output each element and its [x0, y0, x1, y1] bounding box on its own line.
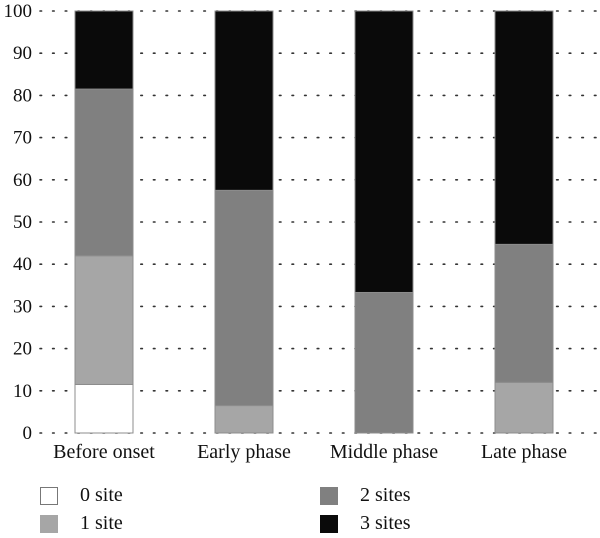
x-tick-label-2: Middle phase [330, 441, 438, 463]
bar-segment-0-2 [74, 88, 134, 257]
bar-segment-0-0 [74, 383, 134, 434]
y-tick-label-80: 80 [13, 85, 32, 106]
y-tick-label-60: 60 [13, 170, 32, 191]
bar-segment-3-2 [494, 243, 554, 383]
bar-segment-1-1 [214, 405, 274, 434]
legend-label-0-site: 0 site [80, 484, 123, 506]
legend-label-1-site: 1 site [80, 512, 123, 534]
y-tick-label-30: 30 [13, 296, 32, 317]
y-tick-label-0: 0 [23, 423, 33, 444]
stacked-bar-chart: 0 10 20 30 40 50 60 70 80 90 100 Before onset Early… [4, 1, 600, 463]
bar-segment-2-2 [354, 291, 414, 434]
legend-swatch-3-sites [320, 514, 338, 533]
bar-segment-2-3 [354, 10, 414, 293]
y-axis: 0 10 20 30 40 50 60 70 80 90 100 [4, 1, 33, 444]
legend-item-2-sites: 2 sites [320, 484, 411, 507]
x-tick-label-3: Late phase [481, 441, 567, 463]
bar-segment-3-1 [494, 381, 554, 434]
legend-item-0-site: 0 site [40, 484, 123, 507]
legend-item-3-sites: 3 sites [320, 512, 411, 535]
y-tick-label-20: 20 [13, 339, 32, 360]
legend-swatch-2-sites [320, 486, 338, 505]
x-tick-label-1: Early phase [197, 441, 291, 463]
bar-segment-1-2 [214, 189, 274, 407]
legend-label-3-sites: 3 sites [360, 512, 411, 534]
y-tick-label-40: 40 [13, 254, 32, 275]
y-tick-label-10: 10 [13, 381, 32, 402]
legend-swatch-1-site [40, 514, 58, 533]
legend: 0 site 1 site 2 sites 3 sites [0, 478, 600, 538]
bar-segment-0-1 [74, 255, 134, 385]
x-tick-label-0: Before onset [53, 441, 155, 463]
y-tick-label-50: 50 [13, 212, 32, 233]
y-tick-label-90: 90 [13, 43, 32, 64]
legend-item-1-site: 1 site [40, 512, 123, 535]
bars [74, 10, 554, 434]
y-tick-label-70: 70 [13, 128, 32, 149]
bar-segment-3-3 [494, 10, 554, 245]
bar-segment-0-3 [74, 10, 134, 90]
legend-swatch-0-site [40, 486, 58, 505]
bar-segment-1-3 [214, 10, 274, 191]
y-tick-label-100: 100 [4, 1, 33, 22]
legend-label-2-sites: 2 sites [360, 484, 411, 506]
x-axis: Before onset Early phase Middle phase Late … [53, 441, 567, 463]
